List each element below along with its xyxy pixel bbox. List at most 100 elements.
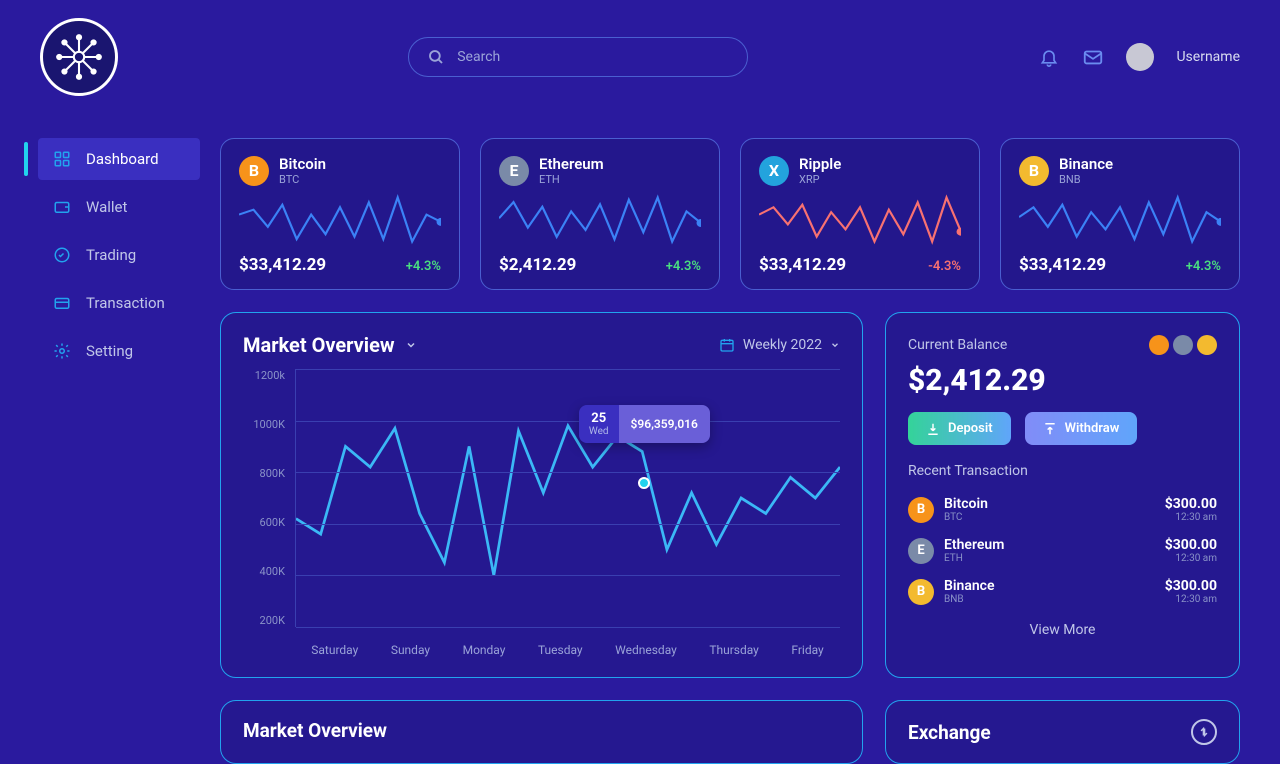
withdraw-button[interactable]: Withdraw xyxy=(1025,412,1138,445)
coin-card-eth[interactable]: EEthereumETH$2,412.29+4.3% xyxy=(480,138,720,290)
market-overview-panel: Market Overview Weekly 2022 1200k 1000K 80… xyxy=(220,312,863,678)
setting-icon xyxy=(52,341,72,361)
transaction-row[interactable]: BBitcoinBTC$300.0012:30 am xyxy=(908,489,1217,530)
x-axis: Saturday Sunday Monday Tuesday Wednesday Thur… xyxy=(295,643,840,657)
coin-name: Ethereum xyxy=(539,155,604,173)
search-icon xyxy=(425,46,447,68)
search-box[interactable] xyxy=(408,37,748,77)
chart-marker xyxy=(638,477,650,489)
period-label: Weekly 2022 xyxy=(743,337,822,353)
chart-plot: 25Wed $96,359,016 xyxy=(295,369,840,627)
coin-card-bnb[interactable]: BBinanceBNB$33,412.29+4.3% xyxy=(1000,138,1240,290)
chart-tooltip: 25Wed $96,359,016 xyxy=(579,405,710,443)
mini-coin-icon xyxy=(1173,335,1193,355)
y-tick: 200K xyxy=(243,614,285,627)
avatar[interactable] xyxy=(1126,43,1154,71)
transaction-icon xyxy=(52,293,72,313)
transaction-list: BBitcoinBTC$300.0012:30 amEEthereumETH$3… xyxy=(908,489,1217,612)
coin-symbol: XRP xyxy=(799,173,841,186)
x-label: Wednesday xyxy=(615,643,677,657)
y-axis: 1200k1000K800K600K400K200K xyxy=(243,369,291,627)
chevron-down-icon xyxy=(405,339,417,351)
search-input[interactable] xyxy=(457,49,731,65)
username[interactable]: Username xyxy=(1176,49,1240,65)
coin-symbol: ETH xyxy=(539,173,604,186)
sparkline xyxy=(499,192,701,247)
nav-label: Transaction xyxy=(86,294,165,312)
wallet-icon xyxy=(52,197,72,217)
coin-card-btc[interactable]: BBitcoinBTC$33,412.29+4.3% xyxy=(220,138,460,290)
x-label: Monday xyxy=(463,643,506,657)
btc-icon: B xyxy=(239,156,269,186)
tooltip-value: $96,359,016 xyxy=(619,405,710,443)
tx-symbol: BTC xyxy=(944,512,1155,523)
topbar: Username xyxy=(0,0,1280,108)
deposit-button[interactable]: Deposit xyxy=(908,412,1011,445)
coin-name: Bitcoin xyxy=(279,155,326,173)
x-label: Sunday xyxy=(391,643,430,657)
deposit-label: Deposit xyxy=(948,421,993,436)
withdraw-icon xyxy=(1043,422,1057,436)
x-label: Thursday xyxy=(709,643,759,657)
nav-label: Dashboard xyxy=(86,150,159,168)
coin-card-xrp[interactable]: XRippleXRP$33,412.29-4.3% xyxy=(740,138,980,290)
exchange-swap-button[interactable] xyxy=(1191,719,1217,745)
eth-icon: E xyxy=(499,156,529,186)
tx-name: Binance xyxy=(944,578,1155,594)
transaction-row[interactable]: BBinanceBNB$300.0012:30 am xyxy=(908,571,1217,612)
x-label: Friday xyxy=(791,643,823,657)
balance-label: Current Balance xyxy=(908,337,1007,353)
sidebar-item-trading[interactable]: Trading xyxy=(38,234,200,276)
tx-symbol: ETH xyxy=(944,553,1155,564)
y-tick: 800K xyxy=(243,467,285,480)
mail-icon[interactable] xyxy=(1082,46,1104,68)
market-overview-title[interactable]: Market Overview xyxy=(243,333,417,357)
sidebar-item-wallet[interactable]: Wallet xyxy=(38,186,200,228)
btc-icon: B xyxy=(908,497,934,523)
tx-time: 12:30 am xyxy=(1165,594,1217,605)
x-label: Saturday xyxy=(311,643,358,657)
coin-price: $33,412.29 xyxy=(239,255,326,275)
coin-price: $33,412.29 xyxy=(759,255,846,275)
sidebar: Dashboard Wallet Trading Transaction Setting xyxy=(0,108,200,764)
tooltip-day: 25 xyxy=(589,411,609,426)
mini-coin-icon xyxy=(1197,335,1217,355)
period-selector[interactable]: Weekly 2022 xyxy=(719,337,840,353)
sidebar-item-transaction[interactable]: Transaction xyxy=(38,282,200,324)
chevron-down-icon xyxy=(830,340,840,350)
bell-icon[interactable] xyxy=(1038,46,1060,68)
withdraw-label: Withdraw xyxy=(1065,421,1120,436)
coin-price: $2,412.29 xyxy=(499,255,576,275)
bottom-left-title: Market Overview xyxy=(243,719,840,742)
coin-name: Ripple xyxy=(799,155,841,173)
balance-amount: $2,412.29 xyxy=(908,363,1217,398)
transaction-row[interactable]: EEthereumETH$300.0012:30 am xyxy=(908,530,1217,571)
exchange-title: Exchange xyxy=(908,721,991,744)
panel-title-text: Market Overview xyxy=(243,333,395,357)
tx-time: 12:30 am xyxy=(1165,553,1217,564)
sparkline xyxy=(759,192,961,247)
y-tick: 600K xyxy=(243,516,285,529)
dashboard-icon xyxy=(52,149,72,169)
y-tick: 1000K xyxy=(243,418,285,431)
view-more-link[interactable]: View More xyxy=(908,622,1217,638)
coin-price: $33,412.29 xyxy=(1019,255,1106,275)
calendar-icon xyxy=(719,337,735,353)
nav-label: Wallet xyxy=(86,198,127,216)
tx-amount: $300.00 xyxy=(1165,496,1217,512)
y-tick: 1200k xyxy=(243,369,285,382)
coin-change: -4.3% xyxy=(928,259,961,274)
sparkline xyxy=(1019,192,1221,247)
coin-symbol: BTC xyxy=(279,173,326,186)
sidebar-item-dashboard[interactable]: Dashboard xyxy=(38,138,200,180)
x-label: Tuesday xyxy=(538,643,583,657)
bnb-icon: B xyxy=(908,579,934,605)
tooltip-weekday: Wed xyxy=(589,426,609,437)
sparkline xyxy=(239,192,441,247)
sidebar-item-setting[interactable]: Setting xyxy=(38,330,200,372)
tx-amount: $300.00 xyxy=(1165,578,1217,594)
logo xyxy=(40,18,118,96)
nav-label: Setting xyxy=(86,342,133,360)
deposit-icon xyxy=(926,422,940,436)
tx-name: Bitcoin xyxy=(944,496,1155,512)
